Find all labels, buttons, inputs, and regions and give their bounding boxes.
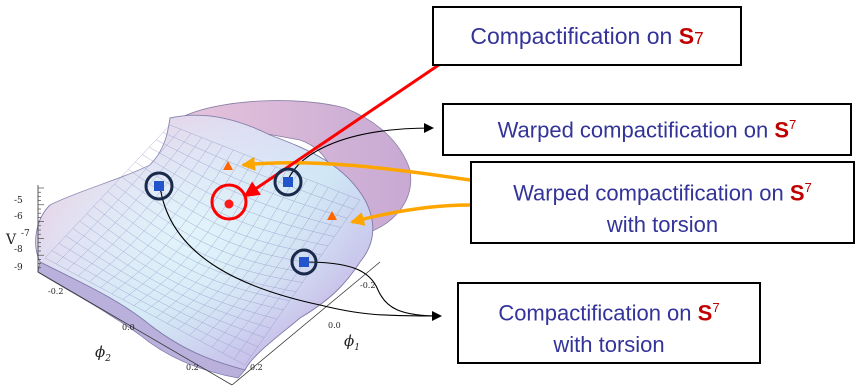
phi2-tick-label: -0.2 (48, 287, 63, 296)
mesh-line (51, 250, 252, 357)
sphere-dimension: 7 (789, 117, 797, 132)
v-axis: V -5 -6 -7 -8 -9 (5, 185, 44, 273)
mesh-line (58, 242, 258, 347)
mesh-line (244, 199, 361, 366)
label-compactification-torsion: Compactification on S7 with torsion (457, 282, 761, 364)
phi1-axis-label: ϕ1 (344, 332, 360, 353)
ringed-square-marker (273, 167, 303, 197)
triangle-marker (223, 161, 233, 170)
phi1-tick-label: -0.2 (360, 281, 375, 290)
label-text: Warped compactification on (513, 180, 790, 206)
phi1-tick-label: 0.0 (328, 321, 341, 330)
v-axis-label: V (5, 232, 17, 248)
mesh-line (222, 191, 340, 354)
mesh-line (44, 257, 246, 366)
sphere-dimension: 7 (694, 28, 704, 48)
phi2-axis: -0.2 0.0 0.2 ϕ2 (37, 271, 233, 386)
connector-torsion-right (303, 261, 441, 317)
ringed-square-marker (290, 248, 318, 276)
label-text: Compactification on (470, 23, 679, 49)
sphere-symbol: S (697, 300, 713, 326)
sphere-symbol: S (774, 117, 790, 143)
ringed-square-marker (144, 171, 174, 201)
connector-torsion-left (159, 185, 442, 321)
red-circle-marker (210, 183, 248, 221)
phi2-axis-label: ϕ2 (95, 343, 111, 364)
sphere-symbol: S (678, 23, 695, 49)
v-tick-label: -9 (14, 263, 23, 273)
v-tick-label: -5 (14, 196, 23, 206)
label-warped-compactification-s7: Warped compactification on S7 (442, 103, 852, 156)
label-text-line2: with torsion (553, 332, 665, 358)
label-text-line2: with torsion (606, 212, 719, 238)
mesh-line (65, 235, 265, 338)
sphere-symbol: S (789, 180, 805, 206)
v-tick-label: -7 (21, 229, 30, 239)
sphere-dimension: 7 (712, 300, 720, 315)
orange-arrow-lower (350, 203, 471, 226)
phi2-tick-label: 0.0 (122, 323, 135, 332)
sphere-dimension: 7 (804, 180, 812, 195)
label-warped-compactification-torsion: Warped compactification on S7 with torsi… (470, 161, 855, 244)
phi1-tick-label: 0.2 (250, 363, 263, 372)
potential-surface (35, 100, 412, 379)
v-tick-label: -6 (14, 212, 23, 222)
orange-arrow-upper (241, 156, 471, 182)
label-text: Compactification on (498, 300, 698, 326)
v-tick-label: -8 (14, 245, 23, 255)
triangle-marker (327, 211, 337, 220)
mesh-line (233, 195, 350, 360)
label-compactification-s7: Compactification on S7 (432, 6, 742, 66)
phi2-tick-label: 0.2 (186, 363, 199, 372)
phi1-axis: -0.2 0.0 0.2 ϕ1 (231, 261, 381, 386)
label-text: Warped compactification on (497, 117, 775, 143)
